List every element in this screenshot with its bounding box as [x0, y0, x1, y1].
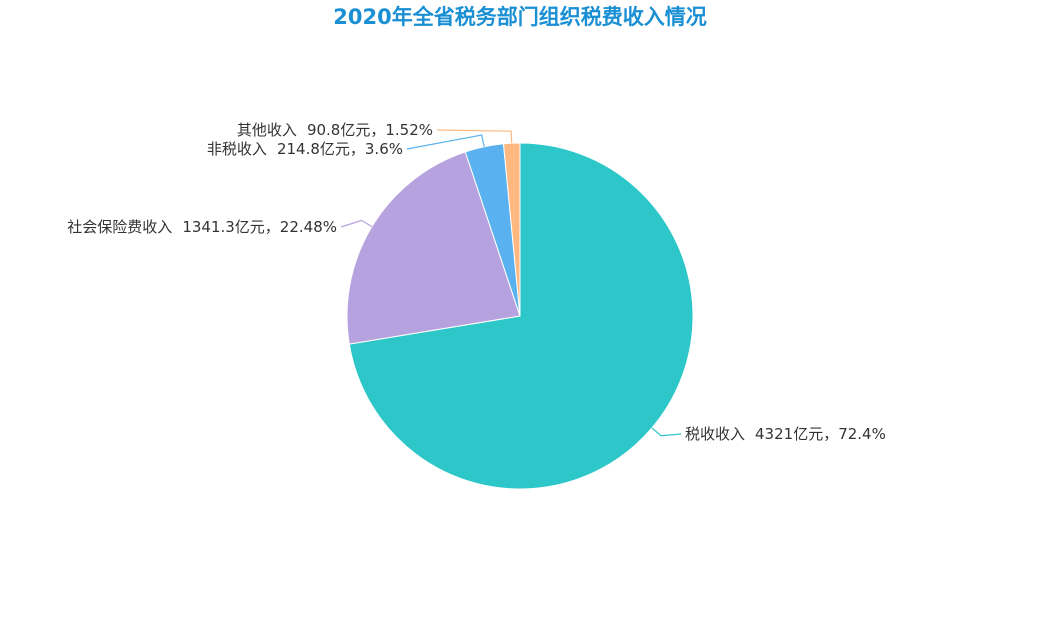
slice-name: 非税收入	[207, 140, 267, 158]
slice-value: 4321亿元，72.4%	[755, 425, 886, 443]
pie-slice	[348, 142, 694, 490]
slice-name: 税收收入	[685, 425, 745, 443]
pie-slice	[502, 142, 521, 317]
leader-line	[406, 134, 485, 150]
slice-value: 90.8亿元，1.52%	[307, 121, 433, 139]
pie-slice	[346, 151, 521, 345]
leader-line	[436, 129, 513, 144]
slice-label: 非税收入 214.8亿元，3.6%	[207, 140, 403, 158]
slice-value: 214.8亿元，3.6%	[277, 140, 403, 158]
chart-title: 2020年全省税务部门组织税费收入情况	[333, 5, 706, 29]
leader-line	[651, 427, 682, 437]
leader-line	[340, 219, 373, 228]
slice-label: 税收收入 4321亿元，72.4%	[685, 425, 886, 443]
slice-value: 1341.3亿元，22.48%	[182, 218, 337, 236]
slice-label: 社会保险费收入 1341.3亿元，22.48%	[67, 218, 337, 236]
slice-name: 社会保险费收入	[67, 218, 172, 236]
slice-name: 其他收入	[237, 121, 297, 139]
slice-label: 其他收入 90.8亿元，1.52%	[237, 121, 433, 139]
